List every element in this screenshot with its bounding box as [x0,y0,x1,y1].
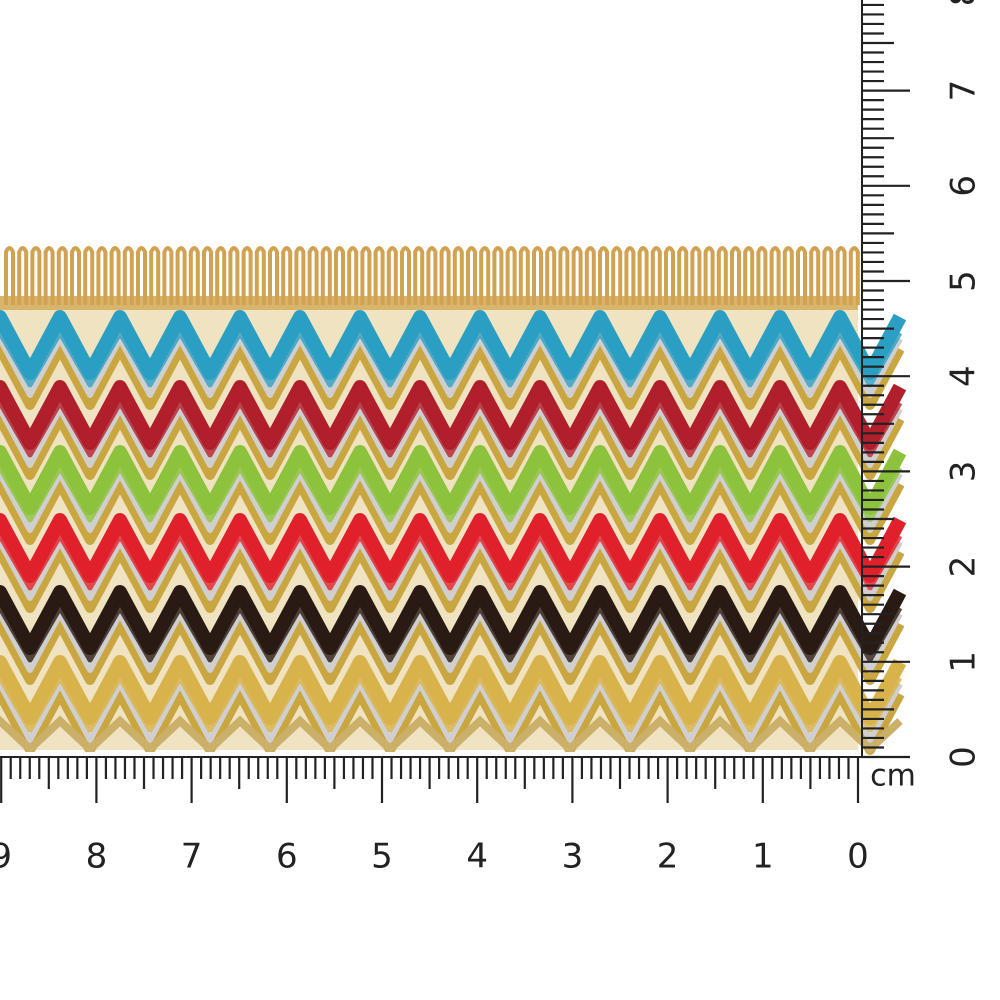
color-zigzag-inner [0,533,903,591]
color-zigzag-inner [0,330,903,388]
metallic-zigzag [0,344,905,410]
color-zigzag-inner [0,675,903,733]
silver-zigzag [0,681,903,743]
ruler-label: 3 [944,461,984,483]
ruler-label: 7 [944,80,984,102]
ruler-label: 5 [944,270,984,292]
metallic-zigzag [0,689,905,755]
white-margin [0,752,858,756]
color-zigzag [0,310,907,380]
metallic-zigzag [0,619,905,685]
metallic-zigzag [0,547,905,613]
color-zigzag-inner [0,465,903,523]
metallic-zigzag [0,414,905,480]
color-zigzag [0,445,907,515]
ruler-label: 6 [944,175,984,197]
metallic-zigzag [0,479,905,545]
silver-zigzag [0,611,903,673]
ruler-label: 3 [562,837,584,877]
silver-zigzag [0,406,903,468]
bottom-scallop [0,715,903,755]
ruler-label: 8 [944,0,984,6]
ruler-label: 2 [657,837,679,877]
color-zigzag [0,585,907,655]
ruler-label: 5 [371,837,393,877]
color-zigzag [0,380,907,450]
ruler-label: 6 [276,837,298,877]
ruler-label: 1 [944,651,984,673]
ruler-label: 9 [0,837,12,877]
unit-label: cm [870,759,916,794]
silver-zigzag [0,336,903,398]
fringe-loops [4,246,860,305]
ruler-label: 4 [944,365,984,387]
ruler-label: 0 [944,746,984,768]
ruler-label: 1 [752,837,774,877]
color-zigzag-inner [0,400,903,458]
ruler-label: 2 [944,556,984,578]
ruler-label: 7 [181,837,203,877]
silver-zigzag [0,539,903,601]
color-zigzag-inner [0,605,903,663]
ruler-label: 4 [466,837,488,877]
silver-zigzag [0,471,903,533]
color-zigzag [0,513,907,583]
color-zigzag [0,655,907,725]
ruler-label: 0 [847,837,869,877]
ruler-label: 8 [86,837,108,877]
ruler: cm 9 8 7 6 5 4 3 2 1 0 8 7 6 5 4 3 2 1 0 [0,0,984,877]
trim [0,246,907,756]
